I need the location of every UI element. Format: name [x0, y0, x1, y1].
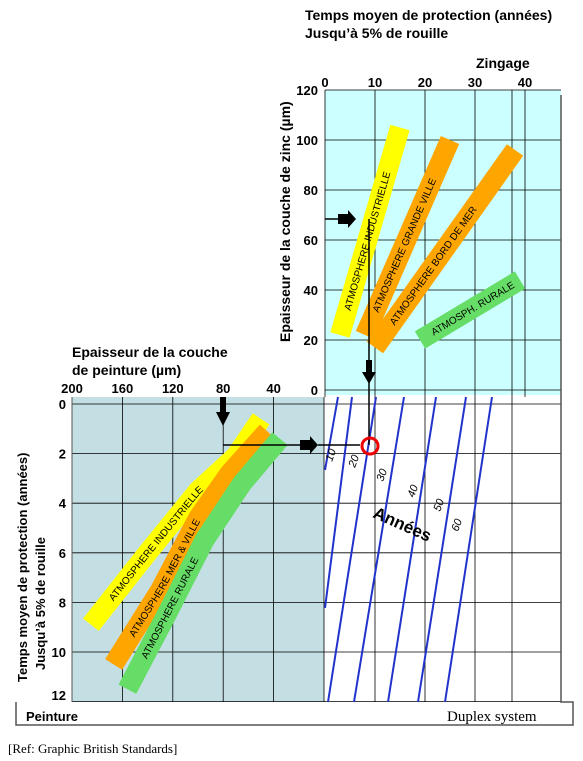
construction-lines [216, 210, 376, 454]
down-arrow-paint [216, 397, 230, 426]
zinc-x-tick: 0 [321, 75, 328, 90]
year-line-label: 10 [324, 447, 340, 463]
band-paint-2 [118, 432, 288, 694]
year-line [324, 396, 339, 471]
paint-y-tick: 12 [52, 688, 66, 703]
year-line [444, 396, 493, 703]
year-line [417, 396, 467, 703]
zinc-x-tick: 20 [418, 75, 432, 90]
paint-y-tick: 0 [59, 397, 66, 412]
zinc-y-tick: 0 [311, 383, 318, 398]
zinc-x-tick: 40 [518, 75, 532, 90]
top-axis-title-line1: Temps moyen de protection (années) [305, 7, 552, 23]
paint-x-ticks: 200 160 120 80 40 [61, 381, 281, 396]
zinc-x-ticks: 0 10 20 30 40 [321, 75, 532, 90]
year-line-label: 40 [406, 483, 422, 499]
band-zinc-1 [355, 136, 460, 339]
paint-y-tick: 6 [59, 546, 66, 561]
paint-arrow [300, 436, 318, 454]
zinc-y-label: Epaisseur de la couche de zinc (µm) [277, 101, 293, 342]
year-line-label: 20 [346, 453, 362, 470]
paint-y-label-line2: Jusqu’à 5% de rouille [33, 537, 48, 670]
zinc-arrow [338, 210, 356, 228]
year-line-label: 50 [432, 497, 448, 513]
duplex-frame [15, 95, 574, 726]
paint-y-ticks: 0 2 4 6 8 10 12 [52, 397, 67, 703]
year-line [387, 396, 437, 703]
zinc-y-tick: 60 [304, 233, 318, 248]
zinc-y-ticks: 0 20 40 60 80 100 120 [296, 83, 318, 398]
paint-y-tick: 4 [59, 496, 67, 511]
paint-y-label-line1: Temps moyen de protection (années) [15, 453, 30, 682]
zinc-y-tick: 40 [304, 283, 318, 298]
band-zinc-2 [366, 144, 524, 354]
paint-axis-title-line2: de peinture (µm) [72, 362, 181, 378]
band-paint-1 [105, 424, 275, 670]
year-line-label: 60 [450, 517, 466, 533]
paint-x-tick: 40 [266, 381, 280, 396]
paint-x-tick: 80 [216, 381, 230, 396]
top-axis-title-line2: Jusqu’à 5% de rouille [305, 25, 448, 41]
paint-x-tick: 120 [162, 381, 184, 396]
band-zinc-0 [330, 124, 410, 338]
paint-x-tick: 200 [61, 381, 83, 396]
zinc-x-tick: 10 [368, 75, 382, 90]
zinc-panel-title: Zingage [476, 55, 530, 71]
zinc-y-tick: 100 [296, 133, 318, 148]
footer-right-label: Duplex system [447, 709, 537, 725]
reference-note: [Ref: Graphic British Standards] [8, 741, 177, 756]
footer-left-label: Peinture [26, 709, 78, 724]
year-line [324, 396, 353, 609]
down-arrow-zinc [362, 360, 376, 384]
zinc-y-tick: 120 [296, 83, 318, 98]
paint-y-tick: 2 [59, 447, 66, 462]
year-line [353, 396, 405, 703]
paint-y-tick: 10 [52, 645, 66, 660]
year-line [327, 396, 377, 703]
zinc-x-tick: 30 [468, 75, 482, 90]
zinc-y-tick: 80 [304, 183, 318, 198]
band-zinc-3 [414, 271, 526, 349]
year-line-label: 30 [375, 467, 391, 483]
operating-point-marker [360, 436, 380, 456]
paint-y-tick: 8 [59, 595, 66, 610]
paint-x-tick: 160 [112, 381, 134, 396]
paint-axis-title-line1: Epaisseur de la couche [72, 344, 228, 360]
zinc-y-tick: 20 [304, 333, 318, 348]
